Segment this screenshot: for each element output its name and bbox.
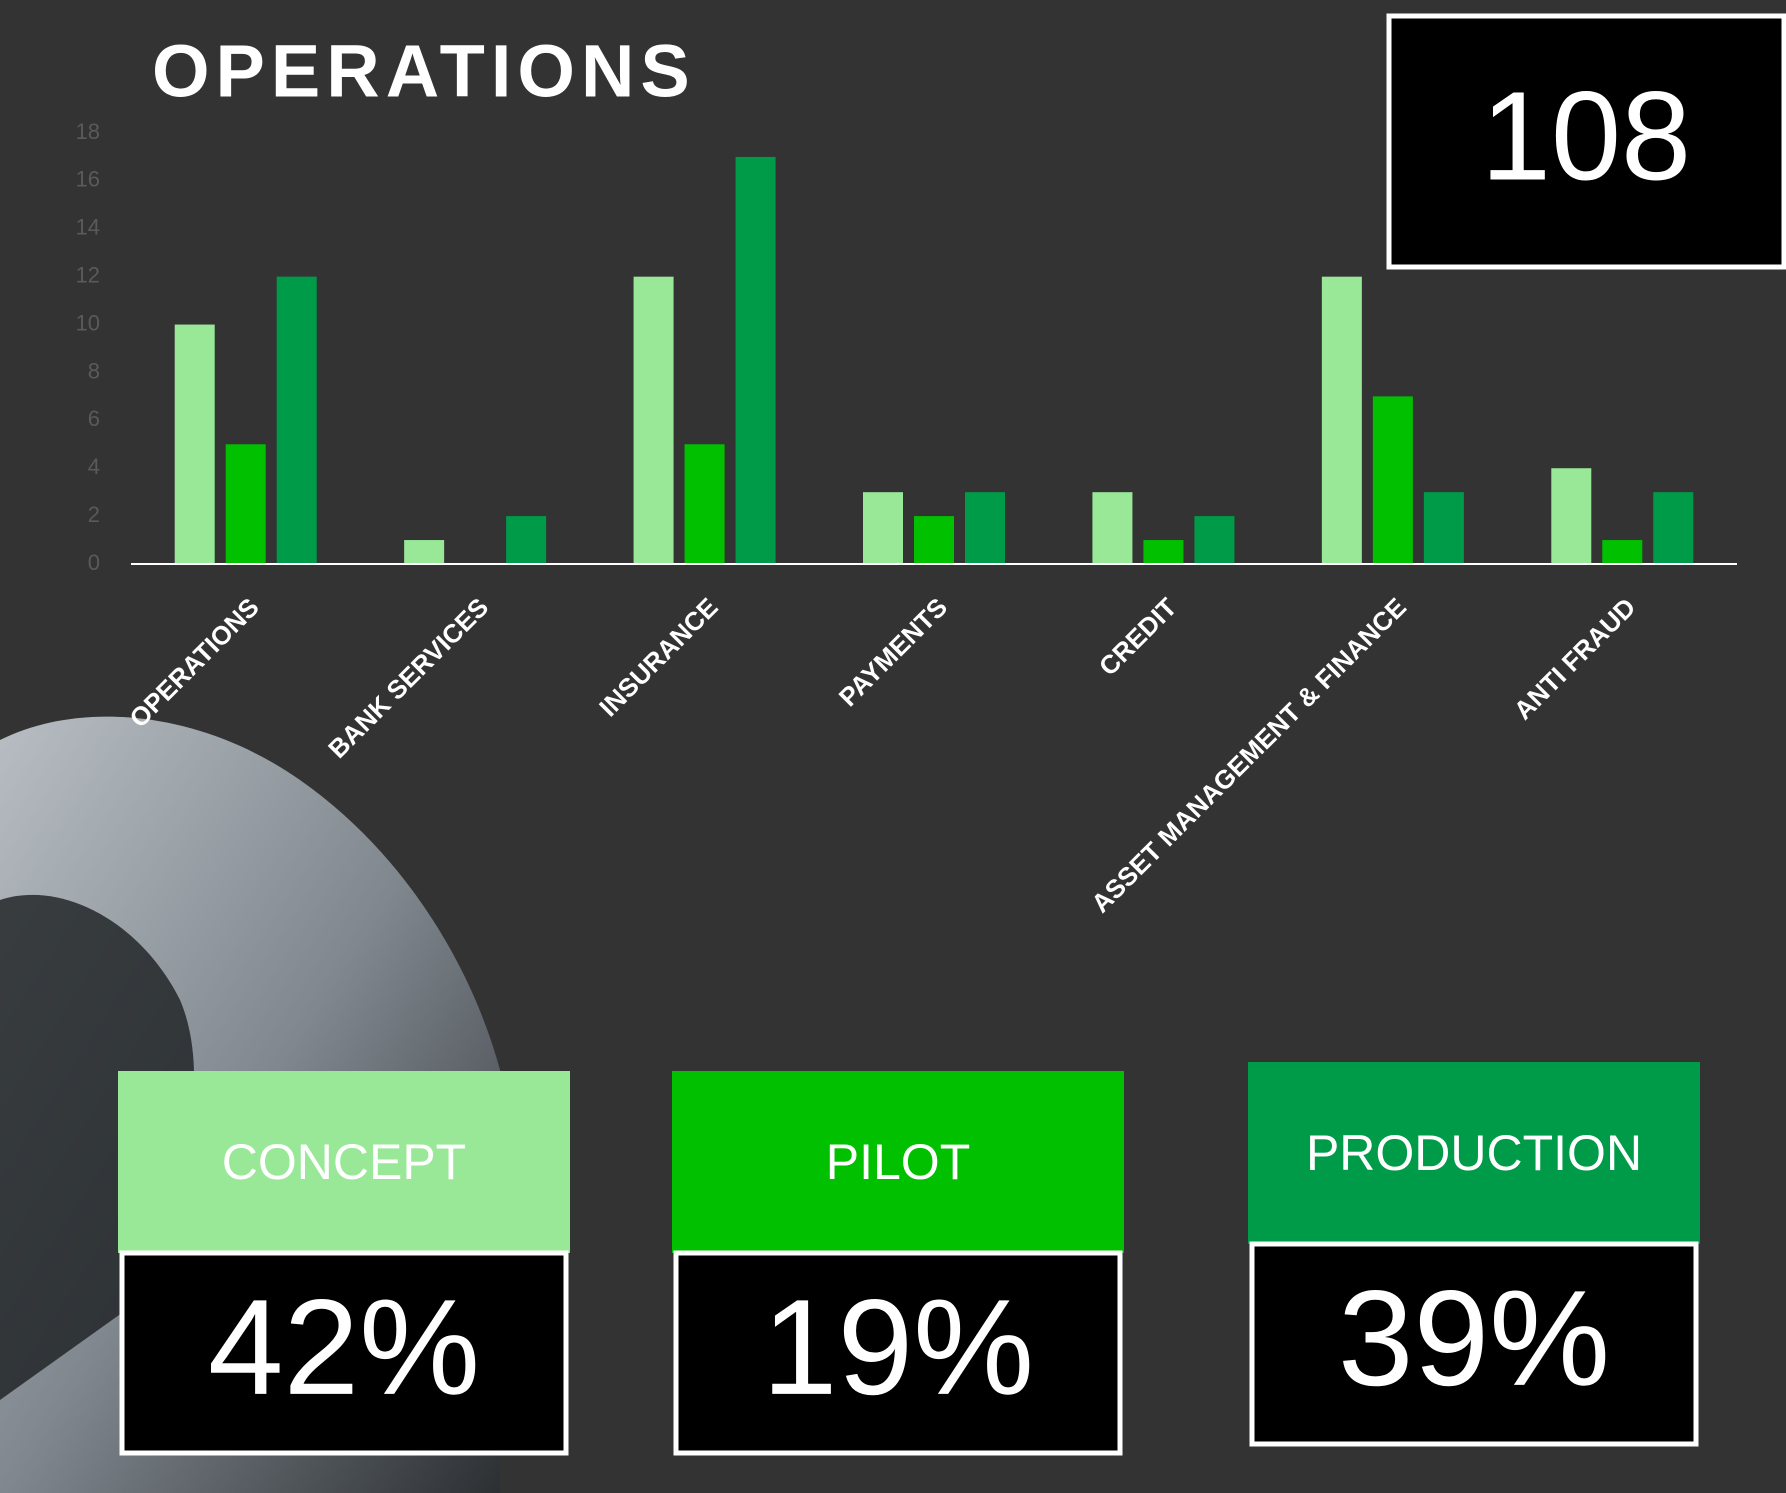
bar [1372,396,1413,564]
y-tick-label: 8 [88,358,100,383]
card-value: 19% [762,1271,1034,1423]
bar [914,516,954,564]
bar [1194,516,1235,564]
card-value: 39% [1338,1262,1610,1414]
card-label: CONCEPT [222,1134,466,1190]
bar [1423,492,1464,564]
bar [506,516,547,564]
y-tick-label: 0 [88,550,100,575]
bar [1092,492,1133,564]
y-tick-label: 16 [76,167,100,192]
bar [965,492,1005,564]
bar [174,324,215,564]
card-label: PILOT [826,1134,970,1190]
y-tick-label: 6 [88,406,100,431]
bar [863,492,903,564]
total-box [1386,13,1786,270]
card-header [1248,1062,1700,1244]
bar [1321,276,1362,564]
card-label: PRODUCTION [1306,1125,1642,1181]
bar [225,444,266,564]
y-tick-label: 14 [76,215,100,240]
bar [633,276,674,564]
y-tick-label: 4 [88,454,100,479]
bar [1602,540,1643,564]
y-tick-label: 12 [76,262,100,287]
card-header [672,1071,1124,1253]
y-tick-label: 10 [76,310,100,335]
chart-title: OPERATIONS [152,30,696,113]
bar [1653,492,1694,564]
bar [276,276,317,564]
total-value: 108 [1481,65,1691,206]
bar [404,540,445,564]
card-header [118,1071,570,1253]
y-tick-label: 2 [88,502,100,527]
card-body [119,1250,569,1456]
bar [684,444,725,564]
bar [735,156,776,564]
bar [1551,468,1592,564]
card-value: 42% [208,1271,480,1423]
card-body [1249,1241,1699,1447]
y-tick-label: 18 [76,119,100,144]
card-body [673,1250,1123,1456]
bar [1143,540,1184,564]
cards: CONCEPT 42% PILOT 19% PRODUCTION 39% [118,1062,1700,1456]
